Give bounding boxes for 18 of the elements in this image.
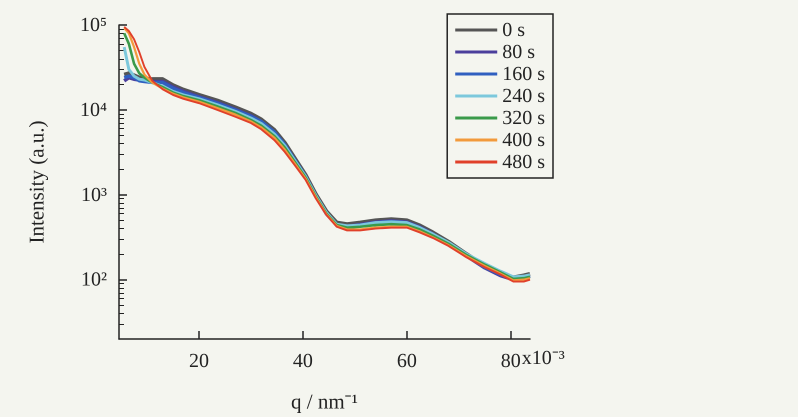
x-tick-label: 20 xyxy=(189,350,210,372)
x-tick-label: 80 xyxy=(500,350,521,372)
y-tick-label: 10³ xyxy=(81,184,107,206)
x-tick-label: 60 xyxy=(396,350,417,372)
x-tick-label: 40 xyxy=(292,350,313,372)
legend-label: 80 s xyxy=(502,41,536,63)
legend-label: 240 s xyxy=(502,85,546,107)
legend-label: 480 s xyxy=(502,151,546,173)
legend-label: 400 s xyxy=(502,129,546,151)
legend-label: 320 s xyxy=(502,107,546,129)
x-axis-title: q / nm⁻¹ xyxy=(291,390,358,414)
y-tick-label: 10² xyxy=(81,268,107,291)
legend-label: 160 s xyxy=(502,63,546,85)
legend-label: 0 s xyxy=(502,19,526,41)
y-tick-label: 10⁵ xyxy=(80,14,107,36)
y-axis-title: Intensity (a.u.) xyxy=(24,120,48,244)
text: x10⁻³ xyxy=(522,347,565,369)
y-tick-label: 10⁴ xyxy=(80,98,108,121)
